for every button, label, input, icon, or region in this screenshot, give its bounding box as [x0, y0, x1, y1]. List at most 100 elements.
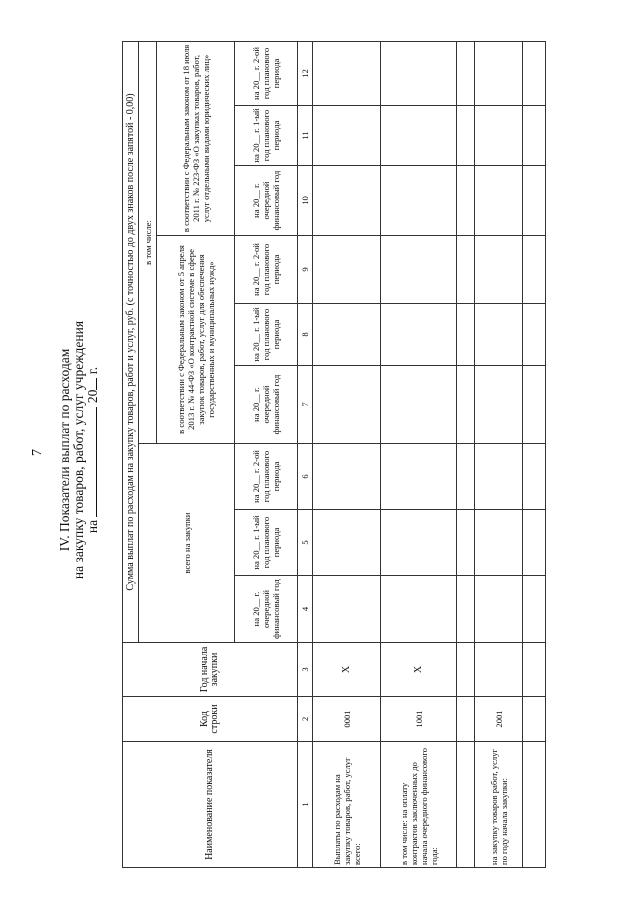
column-number: 11: [297, 105, 313, 166]
row-year: X: [312, 642, 381, 697]
title-line-1: IV. Показатели выплат по расходам: [57, 348, 72, 552]
value-cell[interactable]: [522, 443, 546, 510]
value-cell[interactable]: [380, 509, 457, 576]
table-row: [456, 41, 475, 868]
title-line-2: на закупку товаров, работ, услуг учрежде…: [71, 320, 86, 580]
header-period: на 20__ г. очередной финансовый год: [234, 365, 298, 444]
row-name: на закупку товаров работ, услуг по году …: [474, 741, 523, 868]
value-cell[interactable]: [312, 165, 381, 236]
header-total: всего на закупки: [138, 443, 235, 643]
blank-year: [86, 377, 97, 390]
header-law-223: в соответствии с Федеральным законом от …: [156, 41, 235, 236]
value-cell[interactable]: [456, 303, 475, 366]
row-name: в том числе: на оплату контрактов заключ…: [380, 741, 457, 868]
value-cell[interactable]: [456, 235, 475, 304]
value-cell[interactable]: [474, 443, 523, 510]
value-cell[interactable]: [312, 303, 381, 366]
column-number: 9: [297, 235, 313, 304]
value-cell[interactable]: [474, 105, 523, 166]
value-cell[interactable]: [474, 365, 523, 444]
row-code: 0001: [312, 696, 381, 742]
header-sum: Сумма выплат по расходам на закупку това…: [122, 41, 139, 643]
header-period: на 20__ г. 2-ой год планового периода: [234, 443, 298, 510]
value-cell[interactable]: [380, 105, 457, 166]
section-title: IV. Показатели выплат по расходам на зак…: [57, 245, 100, 655]
value-cell[interactable]: [474, 303, 523, 366]
value-cell[interactable]: [522, 41, 546, 106]
value-cell[interactable]: [312, 575, 381, 643]
value-cell[interactable]: [380, 303, 457, 366]
value-cell[interactable]: [380, 165, 457, 236]
row-year: [522, 642, 546, 697]
value-cell[interactable]: [456, 443, 475, 510]
value-cell[interactable]: [380, 235, 457, 304]
value-cell[interactable]: [474, 41, 523, 106]
header-including: в том числе:: [138, 41, 157, 444]
value-cell[interactable]: [380, 443, 457, 510]
value-cell[interactable]: [456, 509, 475, 576]
value-cell[interactable]: [312, 443, 381, 510]
row-name: [456, 741, 475, 868]
header-law-44: в соответствии с Федеральным законом от …: [156, 235, 235, 444]
value-cell[interactable]: [312, 41, 381, 106]
value-cell[interactable]: [522, 575, 546, 643]
header-period: на 20__ г. 1-ый год планового периода: [234, 509, 298, 576]
value-cell[interactable]: [522, 365, 546, 444]
column-number: 8: [297, 303, 313, 366]
column-number: 7: [297, 365, 313, 444]
row-year: X: [380, 642, 457, 697]
header-name: Наименование показателя: [122, 741, 298, 868]
header-code: Код строки: [122, 696, 298, 742]
value-cell[interactable]: [474, 165, 523, 236]
value-cell[interactable]: [522, 509, 546, 576]
value-cell[interactable]: [474, 509, 523, 576]
row-code: [456, 696, 475, 742]
value-cell[interactable]: [380, 365, 457, 444]
value-cell[interactable]: [522, 303, 546, 366]
header-year: Год начала закупки: [122, 642, 298, 697]
column-number: 1: [297, 741, 313, 868]
value-cell[interactable]: [474, 235, 523, 304]
column-number: 5: [297, 509, 313, 576]
row-year: [474, 642, 523, 697]
table-row: Выплаты по расходам на закупку товаров, …: [312, 41, 381, 868]
column-number: 3: [297, 642, 313, 697]
row-code: [522, 696, 546, 742]
value-cell[interactable]: [456, 105, 475, 166]
column-number: 6: [297, 443, 313, 510]
value-cell[interactable]: [312, 235, 381, 304]
header-period: на 20__ г. очередной финансовый год: [234, 575, 298, 643]
row-name: [522, 741, 546, 868]
value-cell[interactable]: [522, 165, 546, 236]
value-cell[interactable]: [456, 41, 475, 106]
value-cell[interactable]: [522, 235, 546, 304]
header-period: на 20__ г. 1-ый год планового периода: [234, 105, 298, 166]
row-code: 1001: [380, 696, 457, 742]
column-number: 12: [297, 41, 313, 106]
row-name: Выплаты по расходам на закупку товаров, …: [312, 741, 381, 868]
header-period: на 20__ г. 1-ый год планового периода: [234, 303, 298, 366]
value-cell[interactable]: [380, 575, 457, 643]
column-number: 4: [297, 575, 313, 643]
column-number: 10: [297, 165, 313, 236]
title-year: 20: [85, 389, 100, 404]
page-number: 7: [30, 449, 45, 456]
table-row: [522, 41, 546, 868]
value-cell[interactable]: [456, 165, 475, 236]
purchase-payments-table: Наименование показателя Код строки Год н…: [122, 41, 546, 868]
header-period: на 20__ г. 2-ой год планового периода: [234, 235, 298, 304]
header-period: на 20__ г. 2-ой год планового периода: [234, 41, 298, 106]
table-row: на закупку товаров работ, услуг по году …: [474, 41, 523, 868]
value-cell[interactable]: [456, 575, 475, 643]
title-prefix: на: [85, 519, 100, 534]
value-cell[interactable]: [522, 105, 546, 166]
blank-field: [86, 406, 97, 517]
value-cell[interactable]: [474, 575, 523, 643]
row-code: 2001: [474, 696, 523, 742]
value-cell[interactable]: [312, 509, 381, 576]
title-line-3: на 20 г.: [85, 245, 100, 655]
value-cell[interactable]: [312, 105, 381, 166]
value-cell[interactable]: [380, 41, 457, 106]
value-cell[interactable]: [312, 365, 381, 444]
value-cell[interactable]: [456, 365, 475, 444]
